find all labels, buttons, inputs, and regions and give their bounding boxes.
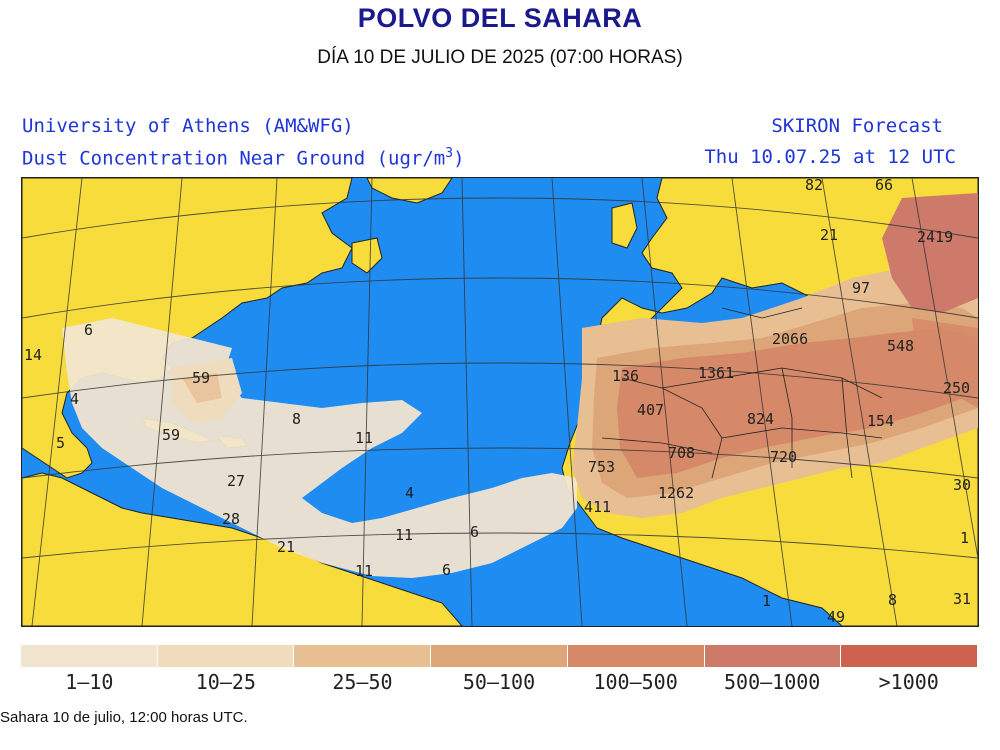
legend-label: 100–500 <box>593 670 678 694</box>
legend-swatch <box>21 645 158 667</box>
legend-swatch <box>841 645 978 667</box>
legend-label: 50–100 <box>462 670 536 694</box>
concentration-value-label: 11 <box>355 562 373 580</box>
legend-swatch <box>704 645 842 667</box>
institution-label: University of Athens (AM&WFG) <box>22 115 354 137</box>
concentration-value-label: 28 <box>222 510 240 528</box>
page-subtitle: DÍA 10 DE JULIO DE 2025 (07:00 HORAS) <box>317 47 683 68</box>
concentration-value-label: 97 <box>852 279 870 297</box>
concentration-value-label: 6 <box>84 321 93 339</box>
product-text: Dust Concentration Near Ground (ugr/m <box>22 147 446 170</box>
concentration-value-label: 6 <box>442 561 451 579</box>
concentration-value-label: 27 <box>227 472 245 490</box>
concentration-value-label: 250 <box>943 379 970 397</box>
concentration-value-label: 30 <box>953 476 971 494</box>
concentration-value-label: 21 <box>820 226 838 244</box>
legend-swatch <box>431 645 568 667</box>
concentration-value-label: 21 <box>277 538 295 556</box>
concentration-value-label: 59 <box>162 426 180 444</box>
concentration-value-label: 1 <box>762 592 771 610</box>
concentration-value-label: 1 <box>960 529 969 547</box>
dust-map: 6 14 4 5 59 59 8 11 27 28 21 4 11 6 11 6 136 407 1361 753 70… <box>21 177 979 627</box>
concentration-value-label: 411 <box>584 498 611 516</box>
dust-caribbean-mid2 <box>182 373 222 403</box>
model-label: SKIRON Forecast <box>771 115 943 137</box>
concentration-value-label: 31 <box>953 590 971 608</box>
concentration-value-label: 2066 <box>772 330 808 348</box>
concentration-value-label: 8 <box>292 410 301 428</box>
dust-sahara-vhigh <box>882 193 978 313</box>
concentration-value-label: 5 <box>56 434 65 452</box>
legend-label: 10–25 <box>195 670 256 694</box>
concentration-value-label: 14 <box>24 346 42 364</box>
color-legend <box>21 645 978 667</box>
page-title: POLVO DEL SAHARA <box>357 3 643 33</box>
valid-time-label: Thu 10.07.25 at 12 UTC <box>704 146 956 168</box>
south-america-land <box>22 472 463 626</box>
concentration-value-label: 548 <box>887 337 914 355</box>
concentration-value-label: 708 <box>668 444 695 462</box>
uk-land <box>611 202 638 249</box>
concentration-value-label: 11 <box>355 429 373 447</box>
unit-exponent: 3 <box>445 146 454 161</box>
concentration-value-label: 8 <box>888 591 897 609</box>
legend-label: 25–50 <box>332 670 393 694</box>
legend-label: >1000 <box>878 670 939 694</box>
concentration-value-label: 4 <box>405 484 414 502</box>
legend-label: 1–10 <box>65 670 114 694</box>
newfoundland-land <box>351 237 383 274</box>
dust-arabia <box>912 318 978 408</box>
concentration-value-label: 49 <box>827 608 845 626</box>
concentration-value-label: 4 <box>70 390 79 408</box>
legend-swatch <box>157 645 295 667</box>
image-caption: Sahara 10 de julio, 12:00 horas UTC. <box>0 709 248 726</box>
concentration-value-label: 82 <box>805 178 823 194</box>
concentration-value-label: 136 <box>612 367 639 385</box>
concentration-value-label: 66 <box>875 178 893 194</box>
concentration-value-label: 1361 <box>698 364 734 382</box>
concentration-value-label: 824 <box>747 410 774 428</box>
concentration-value-label: 753 <box>588 458 615 476</box>
concentration-value-label: 720 <box>770 448 797 466</box>
concentration-value-label: 11 <box>395 526 413 544</box>
legend-labels: 1–10 10–25 25–50 50–100 100–500 500–1000 >1000 <box>21 670 977 694</box>
graticule <box>22 178 978 626</box>
legend-label: 500–1000 <box>724 670 821 694</box>
product-close: ) <box>453 147 465 170</box>
legend-swatch <box>294 645 432 667</box>
concentration-value-label: 1262 <box>658 484 694 502</box>
product-label: Dust Concentration Near Ground (ugr/m3) <box>22 146 465 169</box>
concentration-value-label: 154 <box>867 412 894 430</box>
dust-plumes <box>62 193 978 578</box>
concentration-value-label: 6 <box>470 523 479 541</box>
concentration-value-label: 407 <box>637 401 664 419</box>
dust-sahara-high <box>617 328 978 478</box>
legend-swatch <box>567 645 705 667</box>
concentration-value-label: 59 <box>192 369 210 387</box>
country-borders <box>601 307 883 479</box>
concentration-value-label: 2419 <box>917 228 953 246</box>
